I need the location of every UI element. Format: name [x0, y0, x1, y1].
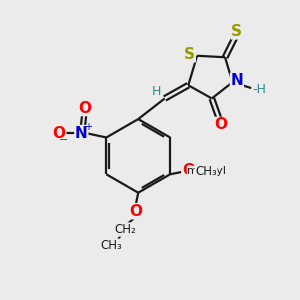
- Text: H: H: [152, 85, 161, 98]
- Text: +: +: [84, 122, 92, 132]
- Text: CH₃: CH₃: [195, 165, 217, 178]
- Text: O: O: [78, 100, 91, 116]
- Text: -H: -H: [252, 83, 266, 96]
- Text: N: N: [75, 126, 88, 141]
- Text: −: −: [59, 134, 68, 145]
- Text: methyl: methyl: [188, 166, 226, 176]
- Text: O: O: [53, 126, 66, 141]
- Text: N: N: [230, 73, 243, 88]
- Text: S: S: [184, 47, 195, 62]
- Text: O: O: [182, 163, 195, 178]
- Text: CH₂: CH₂: [114, 223, 136, 236]
- Text: S: S: [231, 24, 242, 39]
- Text: CH₃: CH₃: [101, 239, 123, 252]
- Text: O: O: [129, 204, 142, 219]
- Text: O: O: [214, 118, 227, 133]
